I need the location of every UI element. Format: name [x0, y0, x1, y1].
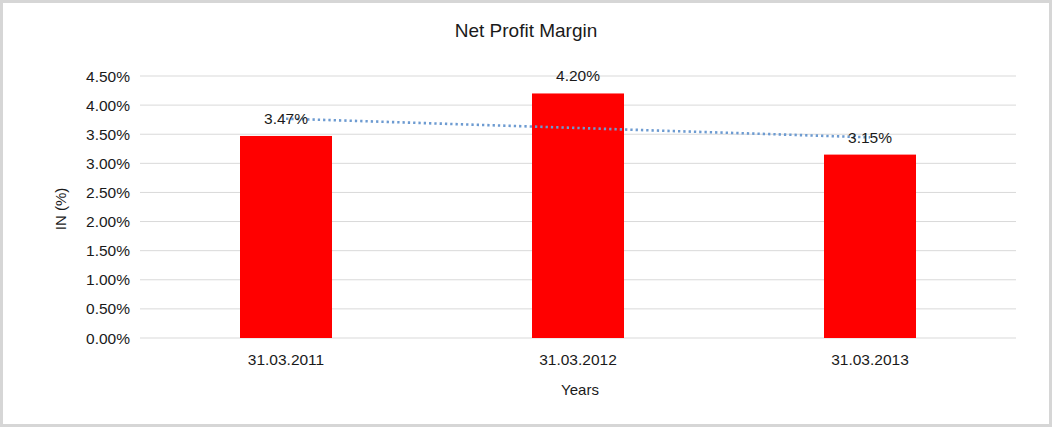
- y-tick-label: 2.00%: [86, 213, 130, 230]
- x-tick-label: 31.03.2012: [539, 351, 617, 368]
- plot-area: 0.00% 0.50% 1.00% 1.50% 2.00% 2.50% 3.00% 3.50%…: [3, 3, 1052, 427]
- bar-31.03.2011: [240, 136, 332, 338]
- bar-value-label: 3.15%: [848, 129, 892, 146]
- y-tick-label: 2.50%: [86, 184, 130, 201]
- chart-frame: Net Profit Margin IN (%) Years 0.00%0.50…: [0, 0, 1052, 427]
- y-tick-label: 0.00%: [86, 330, 130, 347]
- bar-value-label: 3.47%: [264, 110, 308, 127]
- y-tick-label: 1.00%: [86, 271, 130, 288]
- y-tick-label: 4.50%: [86, 68, 130, 85]
- x-tick-label: 31.03.2013: [831, 351, 909, 368]
- x-tick-label: 31.03.2011: [248, 351, 324, 368]
- y-tick-label: 3.50%: [86, 126, 130, 143]
- y-tick-label: 4.00%: [86, 97, 130, 114]
- y-tick-label: 0.50%: [86, 300, 130, 317]
- bar-value-label: 4.20%: [556, 67, 600, 84]
- y-tick-label: 1.50%: [86, 242, 130, 259]
- bar-31.03.2013: [824, 155, 916, 338]
- y-tick-label: 3.00%: [86, 155, 130, 172]
